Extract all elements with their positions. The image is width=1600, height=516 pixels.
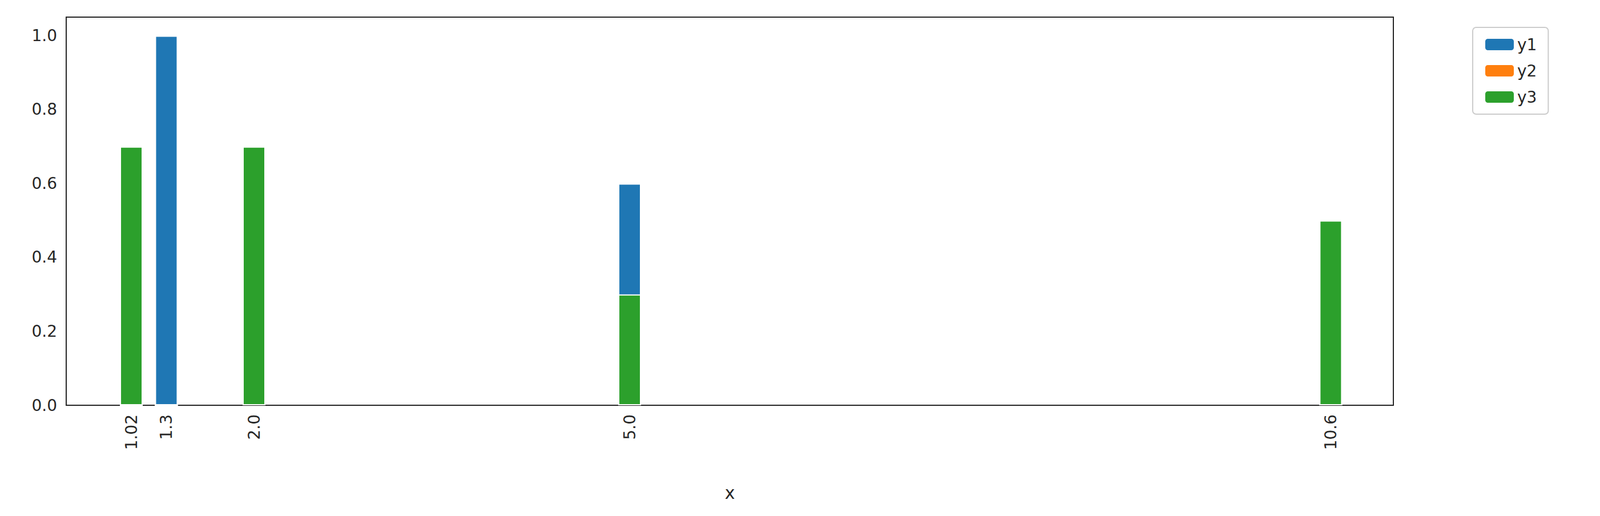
svg-text:1.0: 1.0 [31, 26, 58, 46]
svg-text:5.0: 5.0 [620, 414, 640, 441]
svg-text:y3: y3 [1517, 87, 1537, 107]
svg-text:0.6: 0.6 [31, 174, 58, 193]
svg-text:y1: y1 [1517, 35, 1537, 55]
svg-text:0.8: 0.8 [31, 99, 58, 119]
svg-text:2.0: 2.0 [244, 414, 264, 441]
svg-text:x: x [724, 482, 736, 503]
svg-text:y2: y2 [1517, 61, 1537, 81]
svg-text:0.4: 0.4 [31, 247, 58, 267]
svg-text:0.2: 0.2 [31, 321, 58, 341]
svg-text:0.0: 0.0 [31, 396, 58, 415]
svg-text:1.02: 1.02 [122, 414, 141, 450]
svg-text:10.6: 10.6 [1321, 414, 1341, 450]
svg-text:1.3: 1.3 [156, 414, 176, 441]
